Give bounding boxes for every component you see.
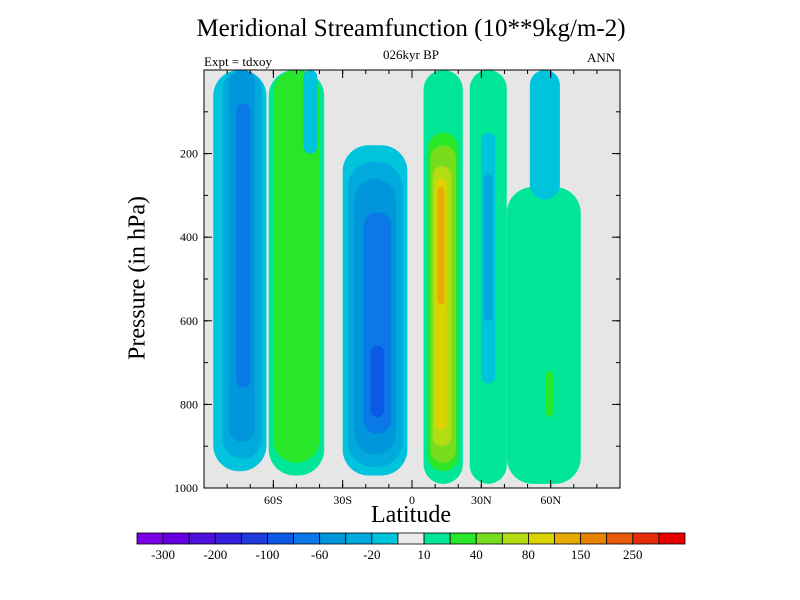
colorbar-label: 80 <box>522 547 535 562</box>
colorbar-swatch <box>267 532 294 545</box>
colorbar: -300 -200 -100 -60 -20 10 40 80 150 250 <box>136 532 686 562</box>
colorbar-swatch <box>501 532 529 545</box>
colorbar-swatch <box>554 532 582 545</box>
y-tick-label: 200 <box>180 147 198 161</box>
colorbar-swatch <box>293 532 321 545</box>
y-tick-label: 800 <box>180 397 198 411</box>
colorbar-label: -60 <box>311 547 328 562</box>
x-axis-label: Latitude <box>371 502 451 528</box>
colorbar-swatch <box>449 532 477 545</box>
season-label: ANN <box>587 50 616 65</box>
colorbar-swatch <box>580 532 608 545</box>
x-tick-label: 60N <box>540 493 561 507</box>
colorbar-label: 250 <box>623 547 643 562</box>
contour-region <box>303 70 318 154</box>
colorbar-label: -20 <box>363 547 380 562</box>
colorbar-label: -100 <box>256 547 280 562</box>
contour-region <box>546 370 553 417</box>
y-tick-label: 600 <box>180 314 198 328</box>
colorbar-label: 10 <box>418 547 431 562</box>
colorbar-label: -200 <box>203 547 227 562</box>
experiment-label: Expt = tdxoy <box>204 54 272 69</box>
colorbar-swatch <box>606 532 634 545</box>
colorbar-label: 150 <box>571 547 591 562</box>
chart-subtitle: 026kyr BP <box>383 47 439 62</box>
colorbar-swatch <box>319 532 347 545</box>
colorbar-swatch <box>423 532 451 545</box>
colorbar-swatch <box>632 532 660 545</box>
colorbar-swatch <box>240 532 268 545</box>
contour-region <box>529 70 560 200</box>
x-tick-label: 0 <box>409 493 415 507</box>
colorbar-label: 40 <box>470 547 483 562</box>
contour-fills <box>204 70 620 488</box>
colorbar-label: -300 <box>151 547 175 562</box>
colorbar-swatch <box>136 532 164 545</box>
x-tick-label: 60S <box>264 493 283 507</box>
chart-title: Meridional Streamfunction (10**9kg/m-2) <box>196 15 626 42</box>
contour-region <box>370 345 385 417</box>
colorbar-swatch <box>475 532 503 545</box>
colorbar-swatch <box>658 532 686 545</box>
colorbar-swatch <box>188 532 216 545</box>
y-tick-label: 400 <box>180 230 198 244</box>
colorbar-swatch <box>345 532 373 545</box>
colorbar-swatch <box>371 532 399 545</box>
colorbar-swatch <box>397 532 425 545</box>
x-tick-label: 30N <box>471 493 492 507</box>
contour-region <box>506 187 581 484</box>
contour-region <box>273 70 320 463</box>
x-tick-label: 30S <box>333 493 352 507</box>
contour-region <box>483 174 493 321</box>
contour-region <box>437 187 445 305</box>
contour-region <box>236 103 251 388</box>
colorbar-swatch <box>528 532 555 545</box>
y-tick-label: 1000 <box>174 481 198 495</box>
colorbar-swatch <box>214 532 242 545</box>
colorbar-swatch <box>162 532 190 545</box>
axes: 60S 30S 0 30N 60N 200 400 600 800 1000 <box>174 69 621 507</box>
